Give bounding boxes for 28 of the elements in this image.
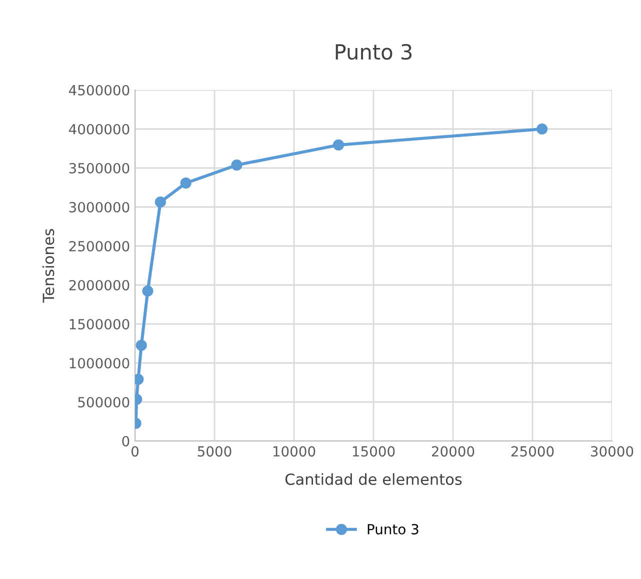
y-tick-label: 2000000 bbox=[69, 280, 130, 290]
point bbox=[332, 139, 344, 151]
point bbox=[142, 285, 154, 297]
y-tick-label: 1000000 bbox=[70, 358, 130, 368]
y-tick-label: 2500000 bbox=[69, 240, 130, 252]
chart-title: Punto 3 bbox=[336, 44, 412, 60]
x-axis-title: Cantidad de elementos bbox=[285, 473, 462, 486]
y-tick-label: 500000 bbox=[78, 396, 130, 408]
y-tick-label: 1500000 bbox=[70, 318, 130, 330]
x-tick-label: 5000 bbox=[198, 446, 232, 457]
point bbox=[536, 123, 548, 135]
y-axis-title: Tensiones bbox=[42, 229, 54, 303]
y-tick-label: 4000000 bbox=[68, 124, 130, 134]
x-tick-label: 10000 bbox=[273, 446, 316, 457]
y-tick-label: 0 bbox=[122, 436, 130, 446]
point bbox=[231, 159, 242, 171]
x-tick-label: 15000 bbox=[352, 446, 395, 457]
y-tick-label: 3500000 bbox=[69, 162, 130, 174]
point bbox=[136, 340, 147, 351]
y-tick-label: 4500000 bbox=[68, 84, 130, 96]
legend-label: Punto 3 bbox=[368, 524, 418, 534]
x-tick-label: 30000 bbox=[590, 446, 634, 457]
x-tick-label: 0 bbox=[131, 446, 138, 457]
x-tick-label: 20000 bbox=[432, 446, 474, 457]
y-tick-label: 3000000 bbox=[69, 202, 130, 212]
point bbox=[180, 178, 192, 189]
x-tick-label: 25000 bbox=[511, 446, 554, 457]
point bbox=[154, 196, 166, 208]
